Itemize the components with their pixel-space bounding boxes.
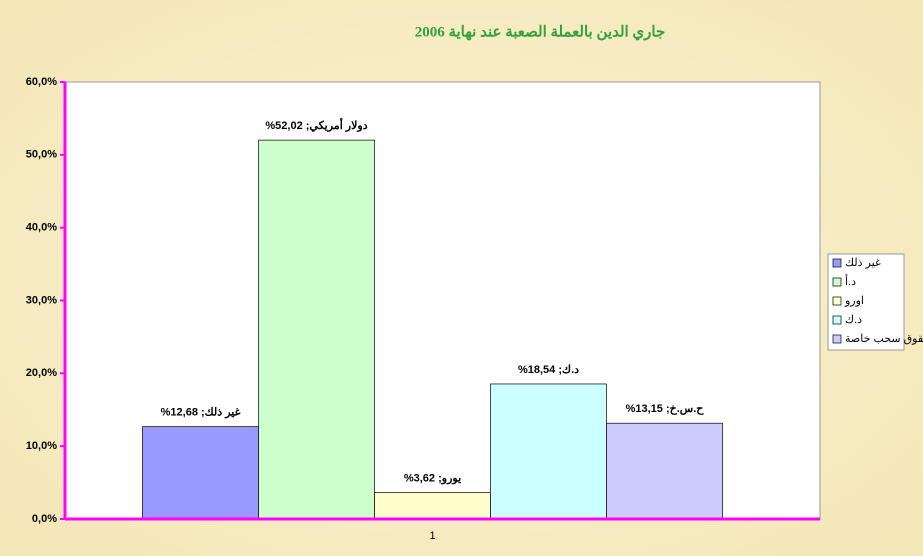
data-label: ح.س.خ; 13,15%: [626, 403, 705, 415]
legend-label: غير ذلك: [845, 257, 881, 269]
data-label: غير ذلك; 12,68%: [161, 407, 241, 419]
data-label: يورو; 3,62%: [404, 473, 461, 485]
y-tick-label: 60,0%: [26, 76, 57, 88]
legend-swatch: [832, 296, 842, 306]
y-tick-label: 20,0%: [26, 367, 57, 379]
y-tick-label: 0,0%: [32, 513, 57, 525]
y-tick-label: 30,0%: [26, 294, 57, 306]
legend-label: اورو: [844, 295, 864, 307]
bar: [490, 383, 607, 520]
x-tick-label: 1: [429, 530, 435, 542]
y-tick-label: 40,0%: [26, 222, 57, 234]
y-tick-label: 10,0%: [26, 440, 57, 452]
bar: [258, 139, 375, 520]
legend-swatch: [832, 258, 842, 268]
legend-label: د.أ: [845, 274, 856, 288]
legend-label: د.ك: [845, 314, 862, 326]
chart-title: جاري الدين بالعملة الصعبة عند نهاية 2006: [415, 24, 666, 41]
data-label: د.ك; 18,54%: [518, 364, 579, 376]
y-tick-label: 50,0%: [26, 149, 57, 161]
legend-label: حقوق سحب خاصة: [845, 333, 923, 345]
data-label: دولار أمريكي; 52,02%: [265, 118, 367, 133]
legend-swatch: [832, 277, 842, 287]
legend-swatch: [832, 334, 842, 344]
bar: [606, 422, 723, 520]
bar: [142, 426, 259, 520]
legend-swatch: [832, 315, 842, 325]
bar: [374, 492, 491, 520]
